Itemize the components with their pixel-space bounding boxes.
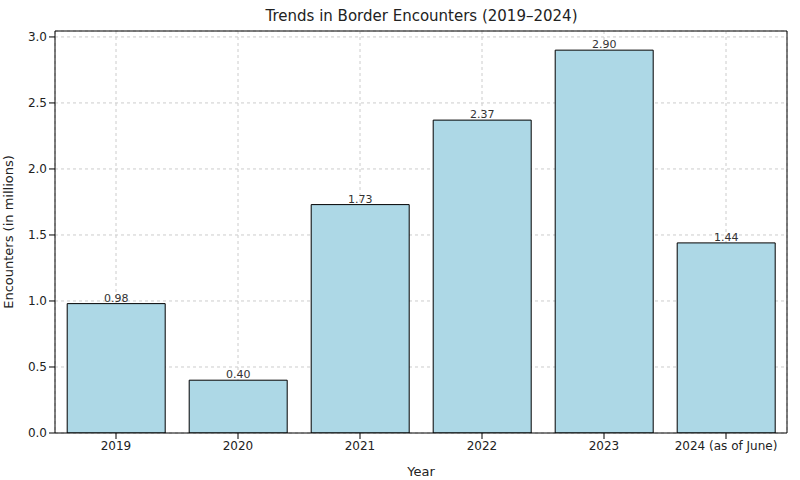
html-text:Trends in Border Encounters (2: Trends in Border Encounters (2019–2024) bbox=[265, 7, 578, 25]
svg-text:1.73: 1.73 bbox=[348, 193, 373, 206]
svg-text:2.0: 2.0 bbox=[28, 162, 47, 176]
svg-text:2024 (as of June): 2024 (as of June) bbox=[675, 439, 778, 453]
svg-text:3.0: 3.0 bbox=[28, 30, 47, 44]
svg-text:1.5: 1.5 bbox=[28, 228, 47, 242]
svg-text:0.40: 0.40 bbox=[226, 368, 251, 381]
svg-text:0.5: 0.5 bbox=[28, 360, 47, 374]
svg-text:0.0: 0.0 bbox=[28, 426, 47, 440]
svg-text:2020: 2020 bbox=[223, 439, 254, 453]
svg-text:1.44: 1.44 bbox=[714, 231, 739, 244]
svg-text:2.37: 2.37 bbox=[470, 108, 495, 121]
svg-text:0.98: 0.98 bbox=[104, 292, 129, 305]
svg-text:2019: 2019 bbox=[101, 439, 132, 453]
svg-text:1.0: 1.0 bbox=[28, 294, 47, 308]
svg-text:2023: 2023 bbox=[589, 439, 620, 453]
svg-text:2021: 2021 bbox=[345, 439, 376, 453]
svg-text:Year: Year bbox=[406, 464, 435, 479]
svg-text:2.90: 2.90 bbox=[592, 38, 617, 51]
svg-text:Encounters (in millions): Encounters (in millions) bbox=[8, 155, 16, 309]
svg-text:2.5: 2.5 bbox=[28, 96, 47, 110]
svg-text:2022: 2022 bbox=[467, 439, 498, 453]
